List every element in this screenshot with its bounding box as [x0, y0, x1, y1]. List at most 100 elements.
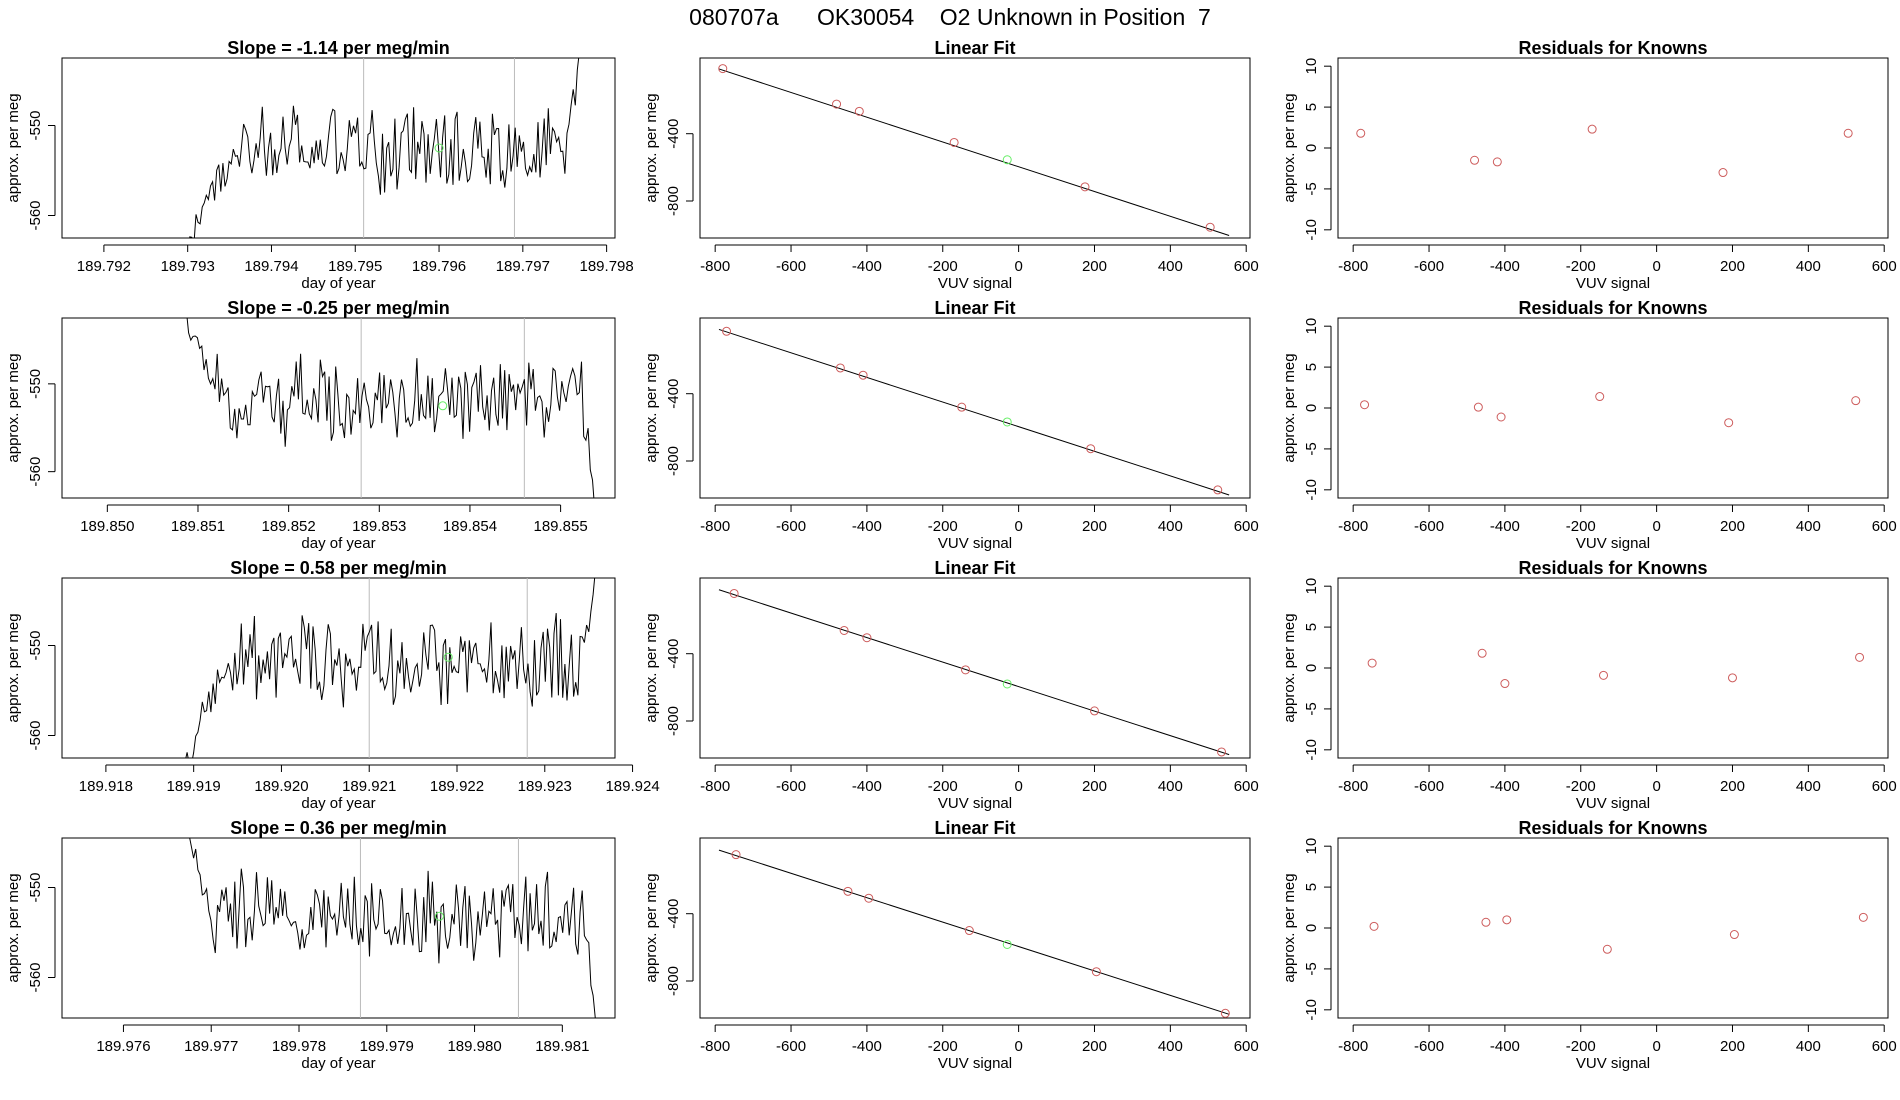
- x-tick-label: 600: [1872, 518, 1897, 535]
- y-tick-label: 5: [1303, 623, 1320, 631]
- x-tick-label: -200: [1566, 518, 1596, 535]
- x-tick-label: 189.977: [184, 1038, 238, 1055]
- plot-area: [1356, 124, 1853, 178]
- x-tick-label: 0: [1652, 1038, 1660, 1055]
- panel-time-1: Slope = -1.14 per meg/min 189.792 189.793 1…: [5, 38, 634, 292]
- x-axis-label: VUV signal: [1576, 1055, 1650, 1072]
- plot-frame: [1337, 837, 1889, 1019]
- x-tick-label: 0: [1014, 778, 1022, 795]
- panel-title: Slope = 0.36 per meg/min: [230, 818, 447, 838]
- x-tick-label: 600: [1872, 258, 1897, 275]
- residual-point: [1855, 652, 1865, 662]
- x-tick-label: -200: [928, 258, 958, 275]
- x-axis-label: VUV signal: [1576, 535, 1650, 552]
- y-tick-label: -400: [665, 899, 682, 929]
- y-tick-label: -550: [27, 630, 44, 660]
- x-tick-label: -400: [852, 518, 882, 535]
- x-tick-label: -600: [1414, 518, 1444, 535]
- x-tick-label: 189.981: [535, 1038, 589, 1055]
- panel-fit-4: Linear Fit -800 -600 -400 -200 0 200 400 600 -400…: [643, 818, 1259, 1072]
- panel-time-4: Slope = 0.36 per meg/min 189.976 189.977 18…: [5, 818, 616, 1072]
- x-axis-label: VUV signal: [938, 795, 1012, 812]
- plot-frame: [1337, 577, 1889, 759]
- plot-area: [718, 849, 1230, 1018]
- plot-frame: [699, 57, 1251, 239]
- known-point: [722, 326, 732, 336]
- y-axis-label: approx. per meg: [1281, 873, 1298, 982]
- x-axis-label: day of year: [301, 1055, 375, 1072]
- x-tick-label: 189.924: [605, 778, 659, 795]
- x-tick-label: -600: [776, 1038, 806, 1055]
- time-series-line: [189, 58, 580, 238]
- x-tick-label: 189.792: [77, 258, 131, 275]
- known-point: [964, 926, 974, 936]
- x-tick-label: 189.923: [518, 778, 572, 795]
- x-tick-label: -800: [700, 1038, 730, 1055]
- y-tick-label: 0: [1303, 924, 1320, 932]
- plot-frame: [699, 317, 1251, 499]
- y-tick-label: -5: [1303, 702, 1320, 715]
- x-tick-label: -600: [1414, 258, 1444, 275]
- x-tick-label: 0: [1014, 1038, 1022, 1055]
- residual-point: [1481, 917, 1491, 927]
- x-tick-label: 200: [1720, 258, 1745, 275]
- x-tick-label: -400: [1490, 778, 1520, 795]
- panel-title: Linear Fit: [934, 558, 1015, 578]
- panel-fit-1: Linear Fit -800 -600 -400 -200 0 200 400 600 -400…: [643, 38, 1259, 292]
- y-axis-label: approx. per meg: [1281, 353, 1298, 462]
- x-tick-label: 200: [1082, 258, 1107, 275]
- x-tick-label: 200: [1082, 778, 1107, 795]
- x-tick-label: -600: [776, 258, 806, 275]
- residual-point: [1595, 392, 1605, 402]
- fit-line: [718, 589, 1230, 756]
- panel-title: Slope = -0.25 per meg/min: [227, 298, 450, 318]
- x-tick-label: -400: [1490, 518, 1520, 535]
- known-point: [1213, 485, 1223, 495]
- y-axis-label: approx. per meg: [5, 613, 22, 722]
- x-tick-label: 189.979: [360, 1038, 414, 1055]
- plot-area: [185, 578, 596, 758]
- residual-point: [1599, 670, 1609, 680]
- residual-point: [1500, 679, 1510, 689]
- x-tick-label: -200: [1566, 1038, 1596, 1055]
- fit-line: [718, 849, 1230, 1015]
- x-tick-label: 400: [1796, 258, 1821, 275]
- x-axis-label: VUV signal: [938, 1055, 1012, 1072]
- known-point: [832, 99, 842, 109]
- x-tick-label: 200: [1720, 518, 1745, 535]
- y-axis-label: approx. per meg: [1281, 613, 1298, 722]
- y-tick-label: -560: [27, 962, 44, 992]
- known-point: [718, 64, 728, 74]
- plot-area: [718, 64, 1230, 236]
- known-point: [862, 633, 872, 643]
- x-tick-label: 189.918: [79, 778, 133, 795]
- unknown-point: [1002, 155, 1012, 165]
- fit-line: [718, 68, 1230, 236]
- residual-point: [1858, 912, 1868, 922]
- y-tick-label: 10: [1303, 58, 1320, 75]
- x-tick-label: 0: [1652, 778, 1660, 795]
- x-tick-label: 400: [1158, 518, 1183, 535]
- panel-residual-4: Residuals for Knowns -800 -600 -400 -200 0 200…: [1281, 818, 1897, 1072]
- x-tick-label: -600: [776, 518, 806, 535]
- x-tick-label: 0: [1652, 518, 1660, 535]
- plot-area: [1367, 648, 1865, 689]
- x-tick-label: 189.976: [96, 1038, 150, 1055]
- x-tick-label: 600: [1234, 258, 1259, 275]
- panel-title: Linear Fit: [934, 298, 1015, 318]
- x-axis-label: VUV signal: [1576, 275, 1650, 292]
- residual-point: [1356, 128, 1366, 138]
- residual-point: [1843, 128, 1853, 138]
- y-tick-label: -10: [1303, 999, 1320, 1021]
- x-tick-label: 200: [1720, 778, 1745, 795]
- plot-area: [718, 326, 1230, 496]
- known-point: [854, 106, 864, 116]
- x-tick-label: 600: [1234, 518, 1259, 535]
- known-point: [1220, 1008, 1230, 1018]
- x-tick-label: -200: [928, 1038, 958, 1055]
- y-tick-label: 10: [1303, 578, 1320, 595]
- panel-title: Residuals for Knowns: [1518, 818, 1707, 838]
- x-tick-label: -800: [1338, 518, 1368, 535]
- plot-area: [1360, 392, 1861, 428]
